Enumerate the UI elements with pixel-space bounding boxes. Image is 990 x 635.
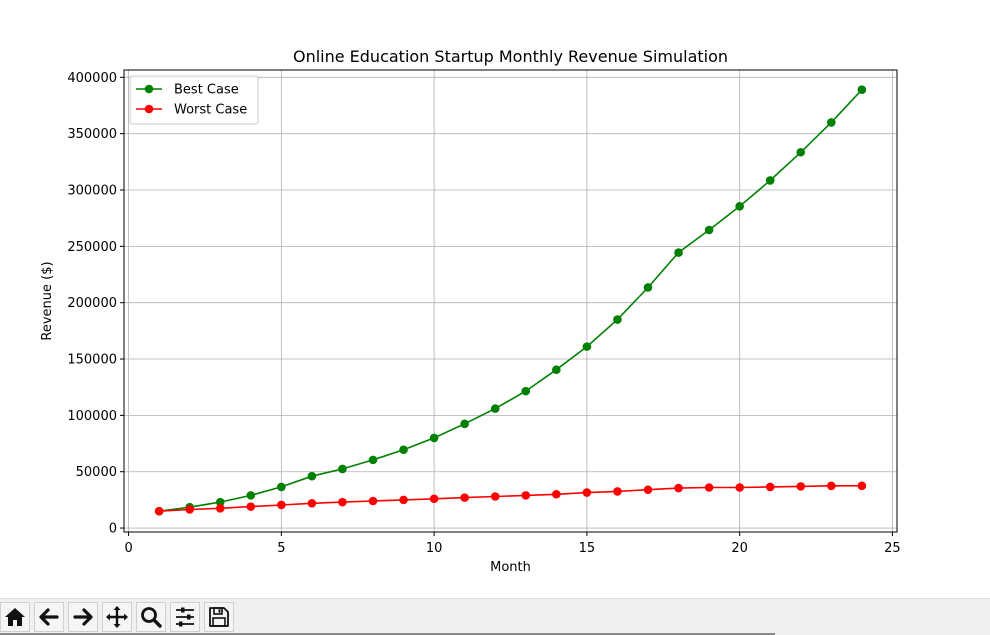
data-point-worst-case	[338, 497, 347, 507]
data-point-worst-case	[643, 485, 653, 495]
data-point-best-case	[552, 365, 561, 375]
data-point-best-case	[613, 315, 622, 324]
data-point-worst-case	[368, 496, 378, 506]
navigation-toolbar	[0, 598, 990, 635]
data-point-worst-case	[857, 481, 867, 491]
data-point-worst-case	[490, 492, 500, 501]
data-point-worst-case	[552, 489, 561, 499]
data-point-best-case	[399, 445, 408, 455]
y-tick-label: 150000	[67, 353, 117, 368]
data-point-best-case	[796, 147, 806, 157]
axes-frame	[123, 69, 898, 533]
data-point-best-case	[582, 342, 592, 351]
legend-label-best-case: Best Case	[174, 83, 239, 98]
data-point-worst-case	[521, 491, 531, 500]
data-point-best-case	[674, 248, 683, 257]
data-point-best-case	[490, 404, 500, 413]
chart-title: Online Education Startup Monthly Revenue…	[293, 47, 728, 66]
data-point-worst-case	[704, 483, 714, 492]
sliders-icon	[176, 607, 194, 627]
magnifier-icon	[141, 607, 162, 628]
y-tick-label: 400000	[67, 71, 117, 86]
series-worst-case	[154, 481, 867, 516]
data-point-worst-case	[429, 494, 439, 504]
y-tick-label: 300000	[67, 184, 117, 199]
forward-button[interactable]	[68, 602, 98, 632]
data-point-worst-case	[154, 506, 164, 516]
legend-box	[129, 75, 259, 125]
legend: Best Case Worst Case	[129, 75, 259, 125]
home-button[interactable]	[0, 602, 30, 632]
data-point-best-case	[857, 85, 867, 95]
y-tick-label: 100000	[67, 409, 117, 424]
y-tick-label: 0	[109, 522, 117, 537]
pan-button[interactable]	[102, 602, 132, 632]
data-point-best-case	[277, 482, 286, 492]
data-point-best-case	[460, 419, 469, 429]
data-point-best-case	[338, 464, 347, 474]
y-tick-label: 200000	[67, 296, 117, 311]
floppy-disk-icon	[209, 607, 229, 627]
data-point-worst-case	[307, 498, 317, 508]
data-point-worst-case	[246, 502, 256, 511]
y-tick-label: 50000	[76, 465, 117, 480]
grid-lines	[124, 70, 897, 532]
home-icon	[5, 608, 25, 626]
arrow-left-icon	[39, 608, 59, 626]
arrow-right-icon	[73, 608, 93, 626]
y-axis-label: Revenue ($)	[40, 261, 55, 340]
legend-marker-best-case	[144, 84, 154, 94]
x-tick-label: 5	[277, 541, 285, 556]
data-point-best-case	[704, 225, 714, 235]
data-point-best-case	[521, 386, 531, 396]
legend-marker-worst-case	[144, 104, 154, 114]
data-point-worst-case	[674, 483, 683, 493]
series-line-worst-case	[159, 484, 862, 512]
y-tick-label: 250000	[67, 240, 117, 255]
data-point-worst-case	[185, 505, 194, 514]
legend-label-worst-case: Worst Case	[174, 103, 247, 118]
data-point-worst-case	[613, 487, 622, 496]
data-point-best-case	[429, 433, 439, 443]
x-axis-label: Month	[490, 560, 531, 575]
data-point-best-case	[307, 471, 317, 481]
data-point-worst-case	[735, 483, 744, 492]
x-tick-label: 15	[579, 541, 596, 556]
zoom-button[interactable]	[136, 602, 166, 632]
data-point-worst-case	[765, 482, 775, 492]
data-point-best-case	[368, 455, 378, 465]
save-button[interactable]	[204, 602, 234, 632]
data-point-best-case	[246, 491, 256, 500]
x-tick-label: 25	[884, 541, 901, 556]
figure-canvas: Online Education Startup Monthly Revenue…	[40, 47, 901, 575]
data-point-worst-case	[215, 504, 225, 513]
toolbar-divider	[0, 633, 775, 635]
axis-ticks: 0 5 10 15 20 25 0 50000 100000 150000 200000 250000…	[67, 71, 900, 556]
x-tick-label: 10	[426, 541, 443, 556]
back-button[interactable]	[34, 602, 64, 632]
data-point-best-case	[827, 118, 836, 127]
data-point-best-case	[735, 202, 744, 211]
data-point-worst-case	[399, 495, 408, 505]
data-point-worst-case	[796, 482, 806, 491]
data-point-worst-case	[277, 500, 286, 510]
configure-subplots-button[interactable]	[170, 602, 200, 632]
data-point-best-case	[215, 497, 225, 507]
series-line-best-case	[158, 89, 863, 512]
move-icon	[106, 606, 128, 628]
data-point-worst-case	[827, 481, 836, 491]
data-point-best-case	[643, 283, 653, 292]
data-point-worst-case	[582, 488, 592, 497]
series-best-case	[154, 85, 867, 516]
x-tick-label: 20	[731, 541, 748, 556]
data-point-worst-case	[460, 493, 469, 502]
data-point-best-case	[765, 176, 775, 185]
plot-series	[154, 85, 867, 516]
x-tick-label: 0	[124, 541, 132, 556]
y-tick-label: 350000	[67, 127, 117, 142]
